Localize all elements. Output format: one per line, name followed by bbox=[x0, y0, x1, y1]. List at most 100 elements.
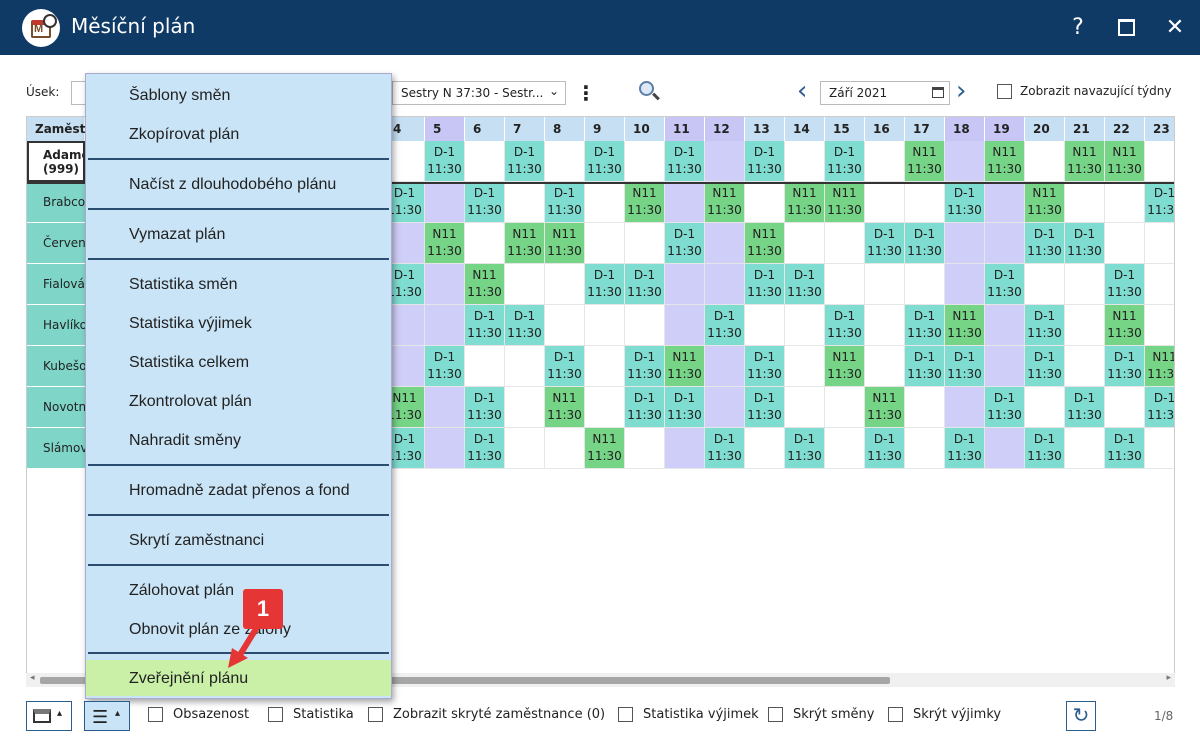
shift-cell[interactable] bbox=[425, 428, 465, 469]
day-header[interactable]: 17 bbox=[905, 117, 945, 141]
checkbox-box[interactable] bbox=[997, 84, 1012, 99]
menu-item[interactable]: Hromadně zadat přenos a fond bbox=[129, 482, 350, 499]
shift-cell[interactable]: N11 11:30 bbox=[545, 387, 585, 428]
shift-cell[interactable]: D-1 11:30 bbox=[705, 305, 745, 346]
shift-cell[interactable]: N11 11:30 bbox=[945, 305, 985, 346]
menu-item[interactable]: Nahradit směny bbox=[129, 432, 242, 449]
day-header[interactable]: 21 bbox=[1065, 117, 1105, 141]
shift-cell[interactable]: N11 11:30 bbox=[665, 346, 705, 387]
shift-cell[interactable]: D-1 11:30 bbox=[745, 264, 785, 305]
shift-cell[interactable] bbox=[785, 223, 825, 264]
shift-cell[interactable]: D-1 11:30 bbox=[1025, 305, 1065, 346]
shift-cell[interactable]: D-1 11:30 bbox=[505, 305, 545, 346]
employee-name-cell[interactable]: Brabco bbox=[27, 182, 85, 223]
day-header[interactable]: 9 bbox=[585, 117, 625, 141]
checkbox-box[interactable] bbox=[368, 707, 383, 722]
employee-name-cell[interactable]: Novotn bbox=[27, 387, 85, 428]
shift-cell[interactable] bbox=[945, 264, 985, 305]
shift-cell[interactable]: N11 11:30 bbox=[625, 182, 665, 223]
shift-cell[interactable]: D-1 11:30 bbox=[425, 346, 465, 387]
shift-cell[interactable] bbox=[705, 387, 745, 428]
shift-cell[interactable] bbox=[585, 305, 625, 346]
shift-cell[interactable]: N11 11:30 bbox=[1105, 305, 1145, 346]
menu-item[interactable]: Šablony směn bbox=[129, 87, 231, 104]
employee-name-cell[interactable]: Adamc (999) bbox=[27, 141, 85, 182]
day-header[interactable]: 8 bbox=[545, 117, 585, 141]
shift-cell[interactable]: D-1 11:30 bbox=[745, 346, 785, 387]
day-header[interactable]: 14 bbox=[785, 117, 825, 141]
shift-cell[interactable]: D-1 11:30 bbox=[705, 428, 745, 469]
shift-cell[interactable]: N11 11:30 bbox=[505, 223, 545, 264]
employee-name-cell[interactable]: Fialová bbox=[27, 264, 85, 305]
obsazenost-checkbox[interactable]: Obsazenost bbox=[148, 707, 249, 722]
shift-cell[interactable]: D-1 11:30 bbox=[1065, 223, 1105, 264]
shift-cell[interactable]: D-1 11:30 bbox=[985, 387, 1025, 428]
day-header[interactable]: 5 bbox=[425, 117, 465, 141]
day-header[interactable]: 6 bbox=[465, 117, 505, 141]
day-header[interactable]: 22 bbox=[1105, 117, 1145, 141]
shift-cell[interactable] bbox=[1025, 141, 1065, 182]
shift-cell[interactable]: N11 11:30 bbox=[1145, 346, 1174, 387]
shift-cell[interactable]: D-1 11:30 bbox=[465, 182, 505, 223]
prev-month-button[interactable]: ‹ bbox=[797, 76, 808, 106]
shift-cell[interactable] bbox=[505, 428, 545, 469]
more-options-icon[interactable]: ⋮ bbox=[576, 81, 596, 105]
shift-cell[interactable]: N11 11:30 bbox=[425, 223, 465, 264]
shift-cell[interactable] bbox=[545, 141, 585, 182]
shift-cell[interactable]: D-1 11:30 bbox=[945, 182, 985, 223]
menu-item[interactable]: Zkopírovat plán bbox=[129, 126, 240, 143]
close-button[interactable]: ✕ bbox=[1165, 14, 1185, 40]
shift-cell[interactable] bbox=[505, 264, 545, 305]
shift-cell[interactable] bbox=[1145, 141, 1174, 182]
shift-cell[interactable]: D-1 11:30 bbox=[1145, 182, 1174, 223]
shift-cell[interactable]: D-1 11:30 bbox=[1105, 428, 1145, 469]
shift-cell[interactable] bbox=[825, 387, 865, 428]
shift-cell[interactable]: D-1 11:30 bbox=[625, 387, 665, 428]
shift-cell[interactable]: D-1 11:30 bbox=[1145, 387, 1174, 428]
day-header[interactable]: 20 bbox=[1025, 117, 1065, 141]
shift-cell[interactable]: D-1 11:30 bbox=[905, 223, 945, 264]
shift-cell[interactable] bbox=[1105, 387, 1145, 428]
shift-cell[interactable]: D-1 11:30 bbox=[1105, 264, 1145, 305]
shift-cell[interactable]: D-1 11:30 bbox=[1025, 223, 1065, 264]
shift-cell[interactable]: N11 11:30 bbox=[545, 223, 585, 264]
shift-cell[interactable]: N11 11:30 bbox=[865, 387, 905, 428]
shift-cell[interactable]: D-1 11:30 bbox=[865, 223, 905, 264]
shift-cell[interactable] bbox=[785, 387, 825, 428]
shift-cell[interactable]: N11 11:30 bbox=[1025, 182, 1065, 223]
shift-cell[interactable] bbox=[865, 141, 905, 182]
shift-cell[interactable]: D-1 11:30 bbox=[465, 305, 505, 346]
employee-column-header[interactable]: Zaměst bbox=[27, 117, 85, 141]
shift-cell[interactable]: D-1 11:30 bbox=[825, 305, 865, 346]
shift-cell[interactable] bbox=[1145, 428, 1174, 469]
shift-cell[interactable]: D-1 11:30 bbox=[825, 141, 865, 182]
shift-cell[interactable]: D-1 11:30 bbox=[505, 141, 545, 182]
shift-cell[interactable]: D-1 11:30 bbox=[865, 428, 905, 469]
help-button[interactable]: ? bbox=[1072, 14, 1084, 40]
show-hidden-employees-checkbox[interactable]: Zobrazit skryté zaměstnance (0) bbox=[368, 707, 605, 722]
menu-item[interactable]: Vymazat plán bbox=[129, 226, 226, 243]
day-header[interactable]: 7 bbox=[505, 117, 545, 141]
month-picker[interactable]: Září 2021 bbox=[820, 81, 950, 105]
shift-cell[interactable]: D-1 11:30 bbox=[785, 264, 825, 305]
shift-cell[interactable] bbox=[705, 346, 745, 387]
checkbox-box[interactable] bbox=[268, 707, 283, 722]
shift-cell[interactable] bbox=[505, 387, 545, 428]
shift-cell[interactable] bbox=[1105, 223, 1145, 264]
shift-cell[interactable]: D-1 11:30 bbox=[545, 182, 585, 223]
shift-cell[interactable] bbox=[905, 428, 945, 469]
shift-cell[interactable] bbox=[665, 428, 705, 469]
shift-cell[interactable] bbox=[1065, 264, 1105, 305]
shift-cell[interactable] bbox=[425, 305, 465, 346]
shift-cell[interactable] bbox=[665, 305, 705, 346]
shift-cell[interactable] bbox=[505, 346, 545, 387]
scroll-right-icon[interactable]: ▸ bbox=[1166, 673, 1171, 683]
shift-cell[interactable]: D-1 11:30 bbox=[585, 141, 625, 182]
shift-cell[interactable] bbox=[705, 223, 745, 264]
menu-item[interactable]: Zálohovat plán bbox=[129, 582, 234, 599]
shift-cell[interactable] bbox=[585, 387, 625, 428]
shift-cell[interactable] bbox=[825, 428, 865, 469]
maximize-button[interactable] bbox=[1111, 12, 1141, 42]
shift-cell[interactable] bbox=[425, 264, 465, 305]
hide-exceptions-checkbox[interactable]: Skrýt výjimky bbox=[888, 707, 1001, 722]
